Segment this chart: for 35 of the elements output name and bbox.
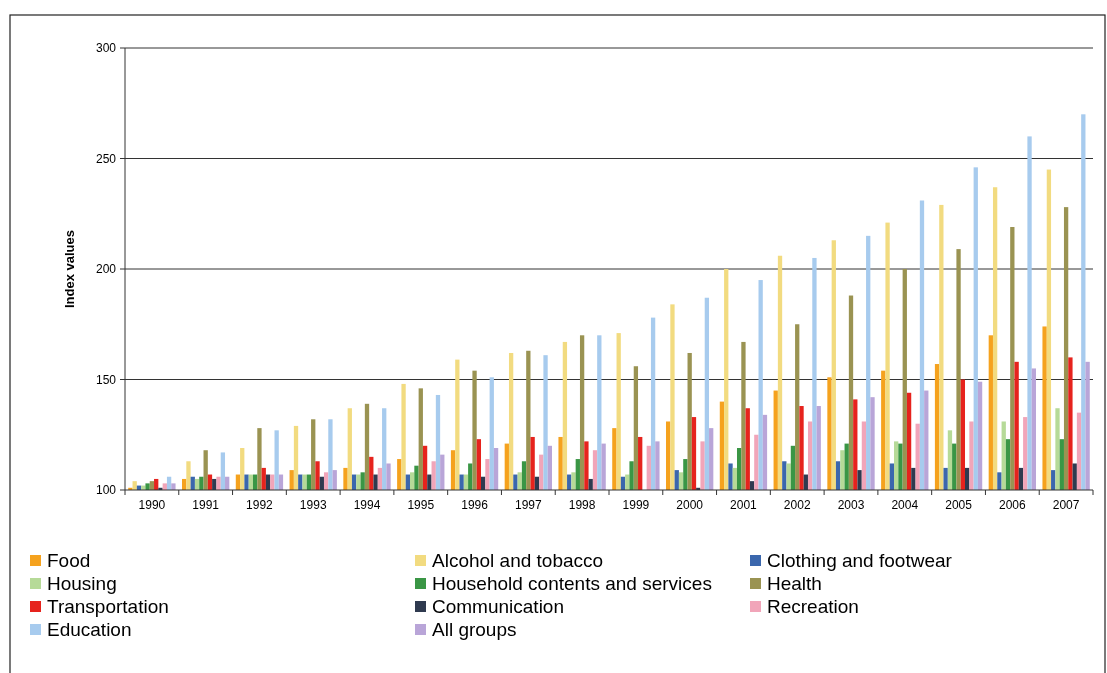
y-tick-label: 150 xyxy=(95,372,117,387)
x-tick-label: 1999 xyxy=(622,498,650,512)
y-axis-title: Index values xyxy=(62,229,77,309)
legend-label: Alcohol and tobacco xyxy=(432,549,604,571)
legend-label: Recreation xyxy=(767,595,859,617)
legend-label: Health xyxy=(767,572,822,594)
legend-label: Clothing and footwear xyxy=(767,549,953,571)
x-tick-label: 2005 xyxy=(945,498,973,512)
x-tick-label: 1992 xyxy=(246,498,274,512)
x-tick-label: 1996 xyxy=(461,498,489,512)
x-tick-label: 2000 xyxy=(676,498,704,512)
x-tick-label: 2006 xyxy=(998,498,1026,512)
x-tick-label: 2001 xyxy=(730,498,758,512)
y-tick-label: 300 xyxy=(95,41,117,56)
legend-label: Education xyxy=(47,618,132,640)
legend-label: Household contents and services xyxy=(432,572,712,594)
x-tick-label: 2004 xyxy=(891,498,919,512)
x-tick-label: 1994 xyxy=(353,498,381,512)
legend-label: Food xyxy=(47,549,91,571)
x-tick-label: 2003 xyxy=(837,498,865,512)
x-tick-label: 1995 xyxy=(407,498,435,512)
legend-label: Communication xyxy=(432,595,564,617)
legend-label: Transportation xyxy=(47,595,169,617)
x-tick-label: 2002 xyxy=(783,498,811,512)
y-tick-label: 250 xyxy=(95,151,117,166)
x-tick-label: 1991 xyxy=(192,498,220,512)
legend-label: All groups xyxy=(432,618,517,640)
x-tick-label: 1997 xyxy=(514,498,542,512)
x-tick-label: 1993 xyxy=(299,498,327,512)
x-tick-label: 1990 xyxy=(138,498,166,512)
x-tick-label: 1998 xyxy=(568,498,596,512)
y-tick-label: 100 xyxy=(95,483,117,498)
y-tick-label: 200 xyxy=(95,262,117,277)
legend-label: Housing xyxy=(47,572,117,594)
x-tick-label: 2007 xyxy=(1052,498,1080,512)
